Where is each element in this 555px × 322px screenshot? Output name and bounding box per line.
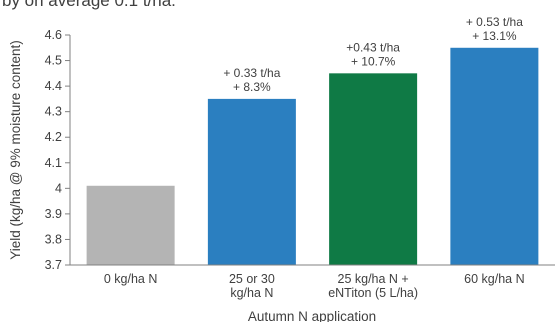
y-axis-label: Yield (kg/ha @ 9% moisture content) xyxy=(8,40,23,260)
y-tick-label: 3.7 xyxy=(45,258,62,272)
x-tick-label: eNTiton (5 L/ha) xyxy=(328,286,418,300)
x-tick-label: kg/ha N xyxy=(230,286,273,300)
bars xyxy=(86,47,539,266)
bar-annotations: + 0.33 t/ha+ 8.3% +0.43 t/ha+ 10.7% + 0.53… xyxy=(223,15,523,94)
bar xyxy=(450,47,539,266)
y-tick-label: 3.9 xyxy=(45,207,62,221)
x-axis-label: Autumn N application xyxy=(248,309,376,322)
bar-annotation: + 8.3% xyxy=(233,80,271,94)
caption-fragment: by on average 0.1 t/ha. xyxy=(2,0,176,10)
y-tick-label: 4.6 xyxy=(45,28,62,42)
bar xyxy=(329,73,418,265)
bar xyxy=(86,185,175,265)
bar-annotation: + 0.53 t/ha xyxy=(466,15,523,29)
bar-annotation: + 0.33 t/ha xyxy=(223,66,280,80)
x-tick-label: 60 kg/ha N xyxy=(464,272,524,286)
y-tick-label: 4.4 xyxy=(45,79,62,93)
y-tick-label: 4.3 xyxy=(45,105,62,119)
y-tick-label: 3.8 xyxy=(45,232,62,246)
y-axis: 3.7 3.8 3.9 4 4.1 4.2 4.3 4.4 4.5 4.6 xyxy=(45,28,71,272)
bar xyxy=(207,98,296,265)
y-tick-label: 4.5 xyxy=(45,54,62,68)
y-tick-label: 4.1 xyxy=(45,156,62,170)
bar-annotation: + 10.7% xyxy=(351,54,396,68)
y-tick-label: 4.2 xyxy=(45,130,62,144)
x-tick-label: 0 kg/ha N xyxy=(104,272,158,286)
bar-annotation: + 13.1% xyxy=(472,29,517,43)
bar-annotation: +0.43 t/ha xyxy=(346,40,400,54)
y-tick-label: 4 xyxy=(55,181,62,195)
x-tick-label: 25 or 30 xyxy=(229,272,275,286)
x-tick-label: 25 kg/ha N + xyxy=(338,272,409,286)
